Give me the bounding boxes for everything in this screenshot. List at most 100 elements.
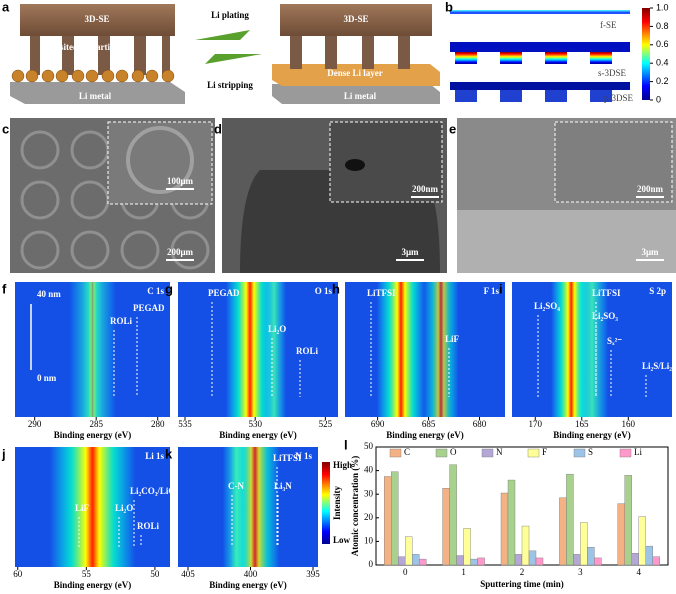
- peak-label: LiF: [75, 503, 90, 513]
- panel-label: a: [2, 0, 10, 14]
- legend-swatch: [619, 448, 632, 458]
- heatmap-band: [83, 282, 102, 417]
- colorbar-tick-label: 1.0: [656, 2, 669, 12]
- heatmap-band: [49, 447, 136, 567]
- bar: [419, 558, 427, 566]
- x-tick-label: 690: [371, 419, 385, 429]
- scale-bar-label: 3μm: [401, 247, 419, 257]
- x-tick-label: 0: [403, 567, 408, 577]
- peak-label: Sₓ²⁻: [607, 336, 622, 346]
- peak-label: Li₂CO₃/LiOH: [130, 486, 182, 496]
- peak-label: PEGAD: [133, 303, 165, 313]
- element-label: F 1s: [484, 286, 500, 296]
- legend-label: N: [496, 447, 503, 457]
- bar: [514, 554, 523, 566]
- bar: [594, 557, 602, 566]
- row-label: f-SE: [600, 20, 617, 30]
- bar: [477, 557, 485, 566]
- peak-label: Li₂O: [268, 324, 286, 334]
- y-tick-label: 20: [364, 512, 374, 522]
- bar: [566, 473, 574, 566]
- heatmap-band: [222, 447, 251, 567]
- peak-label: Li₂SO₃: [592, 311, 618, 321]
- peak-label: LiTFSI: [367, 288, 396, 298]
- bar: [398, 556, 406, 566]
- peak-label: Li₂S/Li₂S₂: [642, 361, 676, 371]
- bar: [463, 528, 471, 566]
- legend-swatch: [389, 448, 402, 458]
- peak-label: Li₂SO₄: [534, 301, 560, 311]
- peak-label: 0 nm: [37, 373, 57, 383]
- bar: [638, 516, 646, 566]
- bar: [507, 479, 516, 566]
- legend-label: Li: [634, 447, 642, 457]
- peak-label: Li₃N: [274, 481, 292, 491]
- peak-label: 40 nm: [37, 289, 61, 299]
- heatmap-band: [262, 282, 286, 417]
- bar: [521, 525, 530, 566]
- x-tick-label: 165: [575, 419, 589, 429]
- block-label: Li metal: [344, 91, 377, 101]
- x-tick-label: 285: [89, 419, 103, 429]
- x-axis-title: Binding energy (eV): [54, 580, 132, 590]
- bar: [449, 464, 457, 566]
- element-label: S 2p: [649, 286, 666, 296]
- legend-swatch: [573, 448, 586, 458]
- bar: [470, 558, 478, 566]
- x-tick-label: 290: [28, 419, 42, 429]
- element-label: C 1s: [147, 286, 164, 296]
- scale-bar-label: 200μm: [167, 247, 194, 257]
- bar: [624, 475, 632, 566]
- peak-label: Li₂O: [115, 503, 133, 513]
- panel-label: d: [214, 121, 222, 136]
- sem-images: [10, 118, 676, 273]
- peak-label: C-N: [228, 481, 244, 491]
- x-tick-label: 685: [422, 419, 436, 429]
- legend-label: O: [450, 447, 457, 457]
- bar: [617, 503, 625, 566]
- peak-label: LiF: [445, 334, 460, 344]
- x-tick-label: 525: [319, 419, 333, 429]
- x-tick-label: 55: [82, 569, 92, 579]
- x-tick-label: 400: [244, 569, 258, 579]
- colorbar-tick-label: 0.2: [656, 76, 669, 86]
- peak-label: ROLi: [137, 521, 160, 531]
- colorbar-label: High: [333, 460, 352, 470]
- colorbar-title: Intensity: [332, 486, 342, 521]
- panel-a-art: [10, 4, 440, 104]
- block-label: 3D-SE: [343, 14, 368, 24]
- intensity-colorbar: [322, 462, 330, 544]
- bar: [535, 557, 544, 566]
- peak-label: PEGAD: [208, 288, 240, 298]
- x-axis-title: Binding energy (eV): [54, 430, 132, 440]
- colorbar-tick-label: 0.6: [656, 39, 669, 49]
- bar: [559, 497, 567, 566]
- panel-label: g: [165, 281, 173, 296]
- legend-swatch: [481, 448, 494, 458]
- y-tick-label: 40: [364, 465, 374, 475]
- x-tick-label: 530: [248, 419, 262, 429]
- x-tick-label: 405: [181, 569, 195, 579]
- panel-label: i: [499, 281, 503, 296]
- peak-label: ROLi: [110, 316, 133, 326]
- x-tick-label: 4: [637, 567, 642, 577]
- legend-label: C: [404, 447, 410, 457]
- colorbar-tick-label: 0.4: [656, 58, 669, 68]
- heatmap-band: [377, 282, 425, 417]
- x-tick-label: 3: [578, 567, 583, 577]
- panel-label: k: [165, 446, 173, 461]
- bar: [412, 554, 420, 566]
- bar: [573, 554, 581, 566]
- block-label: 3D-SE: [84, 14, 109, 24]
- bar: [587, 547, 595, 566]
- row-label: s-3DSE: [598, 68, 627, 78]
- element-label: N 1s: [295, 451, 312, 461]
- x-tick-label: 1: [461, 567, 466, 577]
- y-tick-label: 10: [364, 535, 374, 545]
- colorbar-tick-label: 0.8: [656, 21, 669, 31]
- panel-label: l: [344, 437, 348, 452]
- panel-label: f: [2, 281, 7, 296]
- bar: [631, 553, 639, 566]
